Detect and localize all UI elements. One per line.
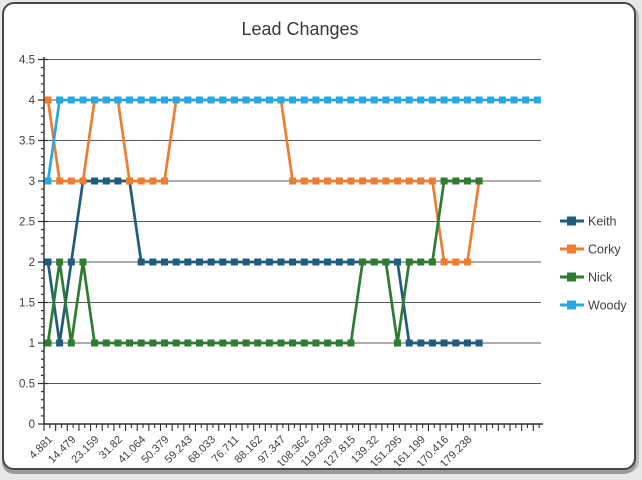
legend-label: Keith bbox=[588, 215, 617, 229]
legend-label: Woody bbox=[588, 299, 627, 313]
legend-item-keith: Keith bbox=[560, 215, 617, 229]
y-axis-ticks bbox=[38, 58, 48, 425]
y-axis-label: 2 bbox=[29, 257, 35, 269]
series-markers bbox=[44, 177, 483, 347]
series-keith bbox=[44, 177, 483, 347]
series-woody bbox=[44, 96, 541, 185]
y-axis-label: 3 bbox=[29, 176, 35, 188]
legend: Keith Corky Nick Woody bbox=[560, 215, 627, 313]
y-axis-label: 4 bbox=[29, 95, 36, 107]
legend-item-nick: Nick bbox=[560, 271, 613, 285]
data-series bbox=[44, 96, 541, 347]
legend-marker-sample bbox=[567, 272, 576, 282]
series-nick bbox=[44, 177, 483, 347]
axes bbox=[43, 57, 543, 425]
chart-panel: Lead Changes 0 0.5 1 1.5 2 2.5 3 3.5 4 4.5 4.881 1… bbox=[2, 2, 636, 470]
x-axis-labels: 4.88114.47923.15931.8241.06450.37959.243… bbox=[27, 434, 474, 466]
lead-changes-chart: Lead Changes 0 0.5 1 1.5 2 2.5 3 3.5 4 4.5 4.8811… bbox=[19, 19, 627, 466]
legend-label: Nick bbox=[588, 271, 613, 285]
legend-item-corky: Corky bbox=[560, 243, 621, 257]
legend-label: Corky bbox=[588, 243, 621, 257]
legend-marker-sample bbox=[567, 300, 576, 310]
y-axis-label: 2.5 bbox=[19, 217, 35, 229]
y-axis-label: 1 bbox=[29, 338, 35, 350]
x-axis-ticks bbox=[43, 424, 540, 431]
y-axis-labels: 0 0.5 1 1.5 2 2.5 3 3.5 4 4.5 bbox=[19, 55, 36, 432]
y-axis-label: 3.5 bbox=[19, 136, 35, 148]
y-axis-label: 0.5 bbox=[19, 379, 35, 391]
legend-item-woody: Woody bbox=[560, 299, 627, 313]
y-axis-label: 1.5 bbox=[19, 298, 35, 310]
y-axis-label: 4.5 bbox=[19, 55, 35, 67]
chart-title: Lead Changes bbox=[241, 19, 358, 39]
y-axis-label: 0 bbox=[29, 419, 35, 431]
legend-marker-sample bbox=[567, 244, 576, 254]
series-markers bbox=[44, 96, 483, 266]
legend-marker-sample bbox=[567, 216, 576, 226]
